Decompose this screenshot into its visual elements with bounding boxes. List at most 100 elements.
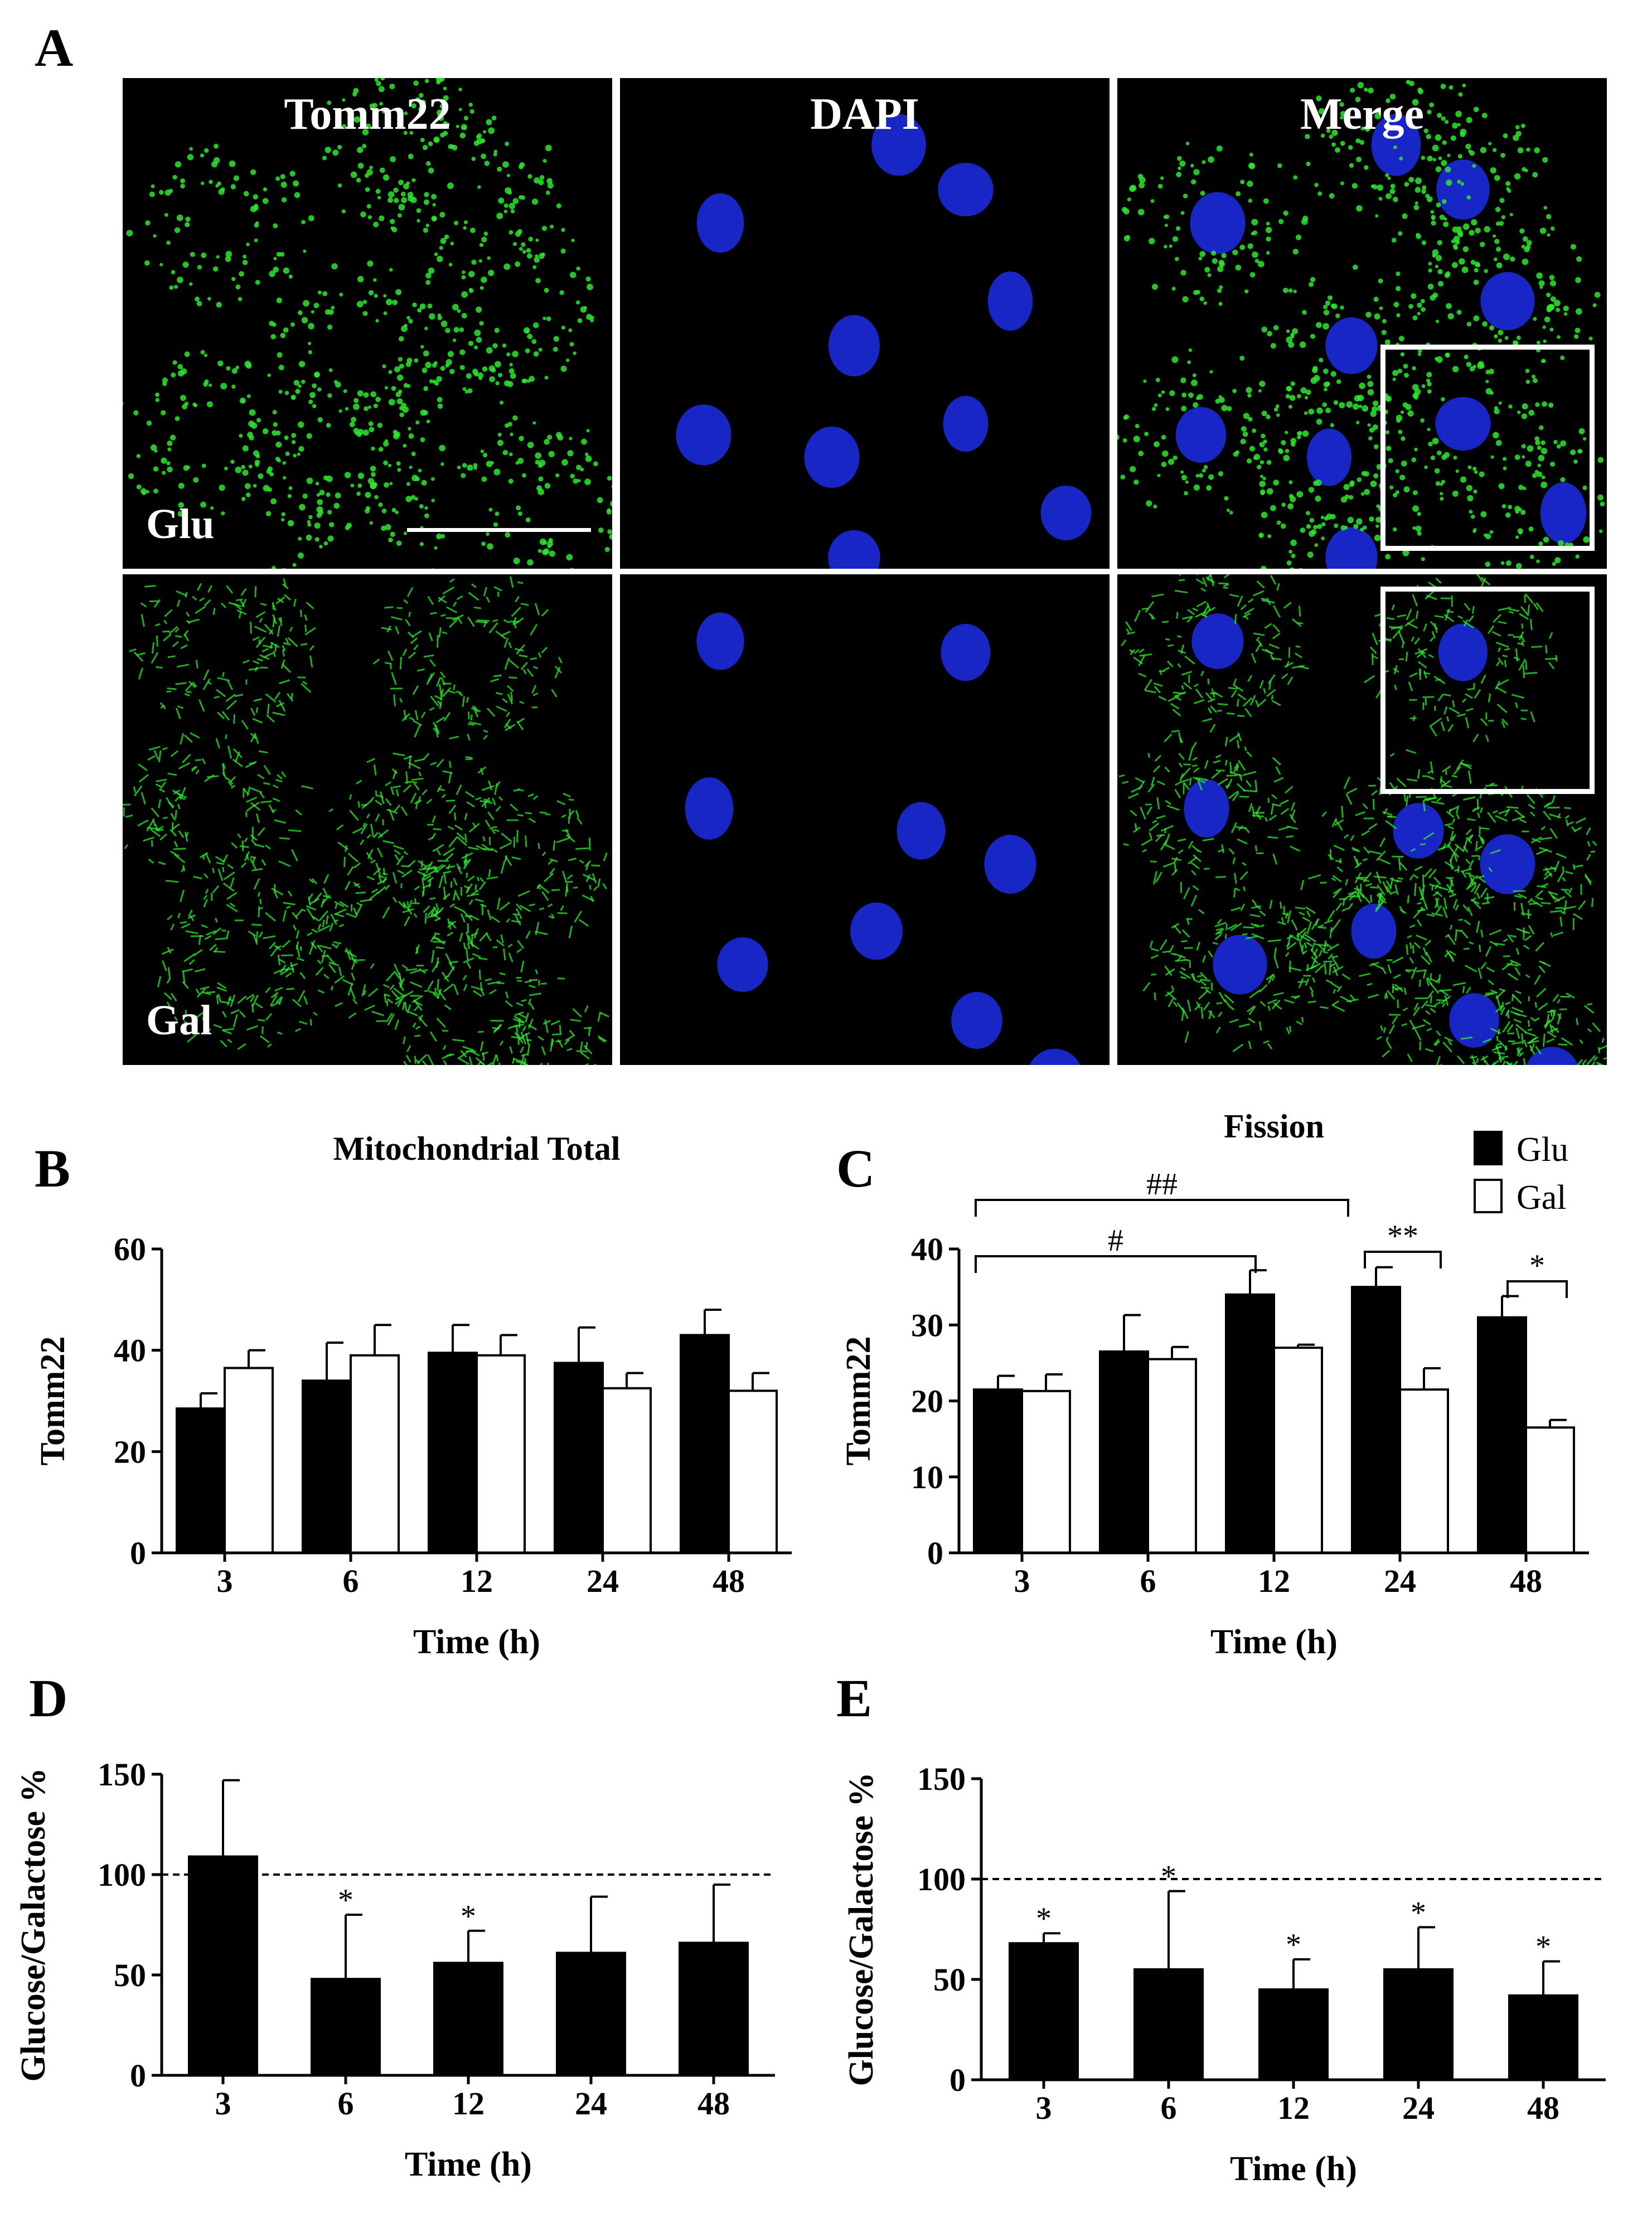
y-tick-label: 150 — [98, 1756, 146, 1793]
y-tick-label: 150 — [917, 1761, 966, 1797]
y-tick-label: 30 — [911, 1307, 943, 1343]
bracket-label: ** — [1387, 1219, 1418, 1253]
x-tick-label: 48 — [697, 2085, 730, 2122]
bar — [555, 1363, 603, 1553]
x-tick-label: 6 — [343, 1563, 359, 1599]
y-tick-label: 0 — [130, 1535, 146, 1571]
micro-glu-merge: Merge — [1117, 78, 1607, 569]
bar — [729, 1391, 777, 1553]
bar — [189, 1857, 257, 2075]
bar — [351, 1355, 399, 1553]
bar — [303, 1381, 351, 1553]
bar — [429, 1353, 477, 1553]
x-tick-label: 3 — [215, 2085, 231, 2122]
bar — [681, 1335, 729, 1553]
bar — [1259, 1989, 1328, 2080]
y-tick-label: 100 — [98, 1857, 146, 1893]
y-tick-label: 20 — [114, 1434, 146, 1470]
bracket — [1365, 1252, 1441, 1268]
y-tick-label: 60 — [114, 1231, 146, 1267]
bar — [434, 1963, 502, 2075]
bar — [1135, 1969, 1203, 2080]
significance-star: * — [1535, 1930, 1551, 1964]
bracket — [976, 1256, 1256, 1273]
scale-bar — [407, 528, 591, 532]
mitochondria-image — [123, 78, 612, 569]
bar — [603, 1388, 651, 1553]
micro-glu-tomm22: Tomm22 Glu — [123, 78, 612, 569]
significance-star: * — [1411, 1895, 1426, 1930]
bar — [312, 1979, 380, 2075]
bar — [1274, 1348, 1322, 1553]
legend-swatch — [1475, 1132, 1501, 1164]
panel-label-a: A — [35, 17, 73, 79]
y-tick-label: 10 — [911, 1459, 943, 1495]
y-tick-label: 0 — [949, 2062, 966, 2098]
x-tick-label: 48 — [1510, 1563, 1542, 1599]
nuclei-image — [620, 574, 1110, 1065]
significance-star: * — [461, 1899, 476, 1934]
significance-star: * — [1286, 1928, 1301, 1962]
y-tick-label: 0 — [130, 2057, 146, 2094]
x-tick-label: 12 — [1277, 2090, 1310, 2126]
y-tick-label: 0 — [927, 1535, 943, 1571]
x-tick-label: 6 — [338, 2085, 354, 2122]
bar — [557, 1953, 625, 2075]
bar — [1478, 1318, 1526, 1553]
row-label-gal: Gal — [146, 996, 212, 1045]
bracket-label: * — [1529, 1248, 1545, 1283]
x-tick-label: 12 — [1258, 1563, 1290, 1599]
bar — [680, 1943, 748, 2075]
x-tick-label: 12 — [452, 2085, 485, 2122]
bracket-label: # — [1108, 1223, 1123, 1258]
bar — [1526, 1427, 1574, 1553]
bar — [1022, 1391, 1070, 1553]
bar — [1352, 1287, 1400, 1553]
micro-gal-dapi — [620, 574, 1110, 1065]
row-label-glu: Glu — [146, 500, 215, 549]
zoom-inset-box — [1380, 587, 1595, 794]
bar — [1384, 1969, 1452, 2080]
bar — [225, 1368, 273, 1553]
x-tick-label: 48 — [713, 1563, 745, 1599]
x-tick-label: 24 — [1402, 2090, 1435, 2126]
y-tick-label: 40 — [911, 1231, 943, 1267]
x-tick-label: 3 — [1036, 2090, 1052, 2126]
x-tick-label: 6 — [1161, 2090, 1177, 2126]
bar — [1148, 1359, 1196, 1553]
x-tick-label: 3 — [1014, 1563, 1030, 1599]
bar — [1509, 1996, 1577, 2080]
significance-star: * — [1161, 1860, 1176, 1894]
nuclei-image — [620, 78, 1110, 569]
bracket — [976, 1200, 1348, 1217]
x-tick-label: 24 — [575, 2085, 607, 2122]
chart-title: Mitochondrial Total — [333, 1130, 620, 1167]
zoom-inset-box — [1380, 345, 1595, 551]
column-title-merge: Merge — [1117, 89, 1607, 140]
mitochondria-image — [123, 574, 612, 1065]
y-tick-label: 50 — [933, 1962, 966, 1998]
x-tick-label: 3 — [217, 1563, 233, 1599]
y-axis-title: Tomm22 — [34, 1337, 72, 1466]
micro-gal-tomm22: Gal — [123, 574, 612, 1065]
bar — [477, 1355, 525, 1553]
bar — [1400, 1389, 1448, 1553]
column-title-dapi: DAPI — [620, 89, 1110, 140]
y-axis-title: Glucose/Galactose % — [14, 1768, 52, 2081]
chart-title: Fission — [1224, 1108, 1324, 1145]
bar — [177, 1408, 225, 1553]
x-tick-label: 24 — [1384, 1563, 1416, 1599]
x-tick-label: 12 — [461, 1563, 493, 1599]
legend-label: Gal — [1517, 1179, 1567, 1217]
bar — [974, 1389, 1022, 1553]
y-axis-title: Glucose/Galactose % — [842, 1772, 880, 2086]
